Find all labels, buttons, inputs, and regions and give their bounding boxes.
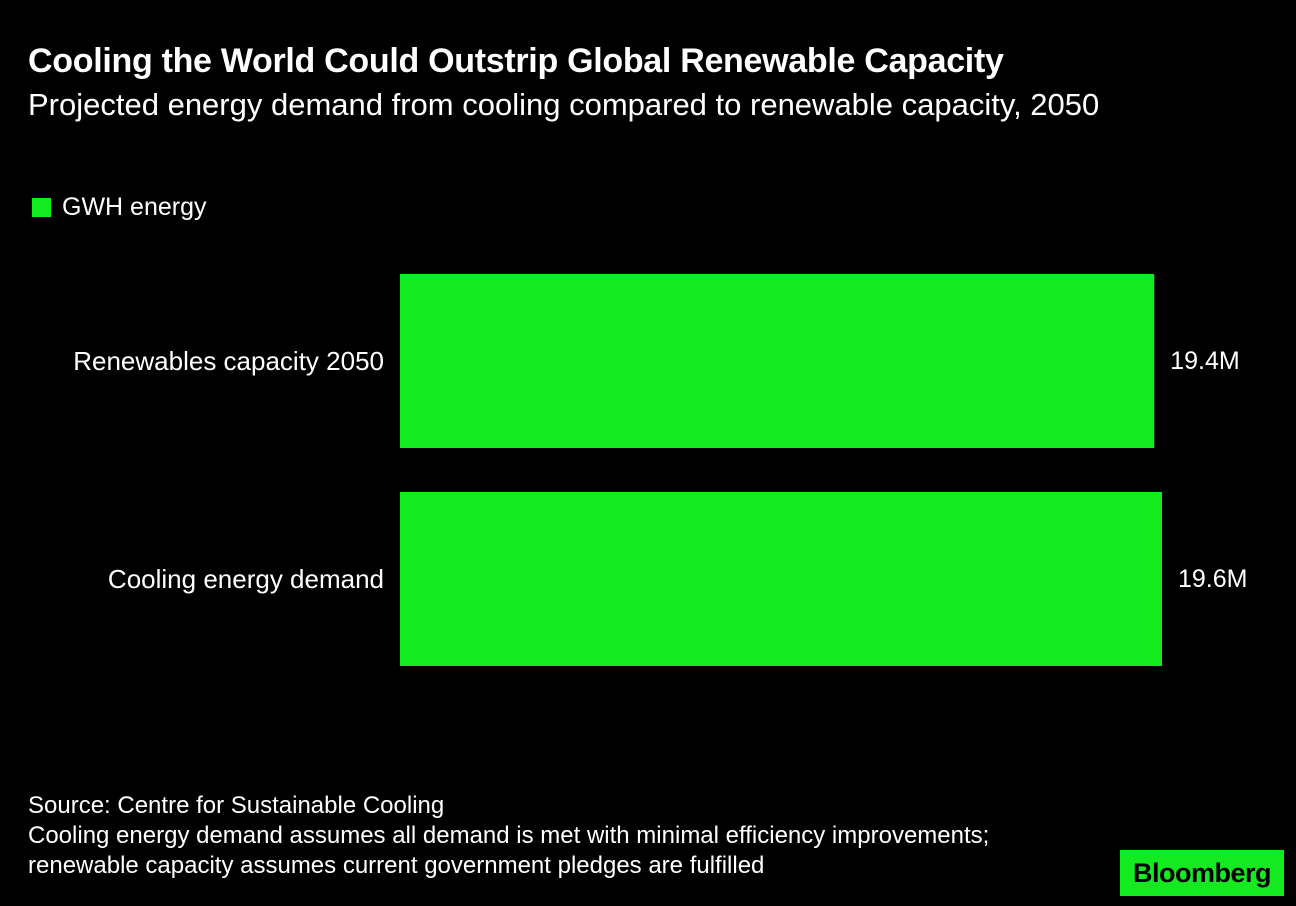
chart-subtitle: Projected energy demand from cooling com… bbox=[28, 87, 1100, 122]
bar bbox=[400, 274, 1155, 448]
category-label: Renewables capacity 2050 bbox=[73, 346, 384, 376]
bar bbox=[400, 492, 1162, 666]
value-label: 19.4M bbox=[1170, 347, 1239, 375]
source-note: Source: Centre for Sustainable Cooling bbox=[28, 792, 445, 819]
methodology-note: Cooling energy demand assumes all demand… bbox=[28, 822, 996, 879]
legend: GWH energy bbox=[32, 190, 206, 224]
legend-swatch bbox=[32, 197, 51, 217]
category-label: Cooling energy demand bbox=[108, 564, 384, 594]
chart-title: Cooling the World Could Outstrip Global … bbox=[28, 42, 1004, 80]
bloomberg-logo: Bloomberg bbox=[1120, 850, 1284, 896]
legend-label: GWH energy bbox=[62, 193, 207, 221]
footer: Source: Centre for Sustainable Cooling C… bbox=[28, 791, 1088, 881]
value-label: 19.6M bbox=[1178, 565, 1247, 593]
